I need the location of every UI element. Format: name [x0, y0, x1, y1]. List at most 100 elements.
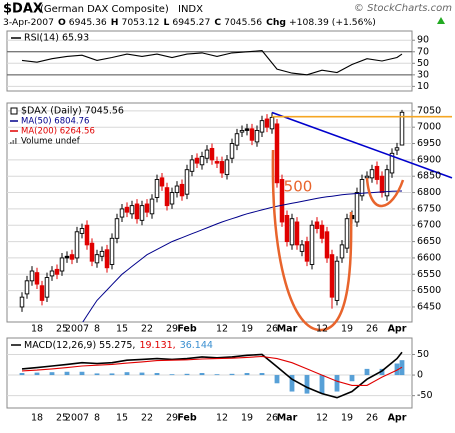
candle-body [359, 179, 365, 197]
candle-body [24, 280, 30, 295]
histogram-bar [244, 373, 250, 376]
x-tick-label: 19 [241, 413, 253, 424]
candle-body [379, 175, 385, 194]
moving-average [82, 190, 403, 322]
histogram-bar [259, 373, 265, 376]
histogram-bar [334, 375, 340, 392]
candle-body [124, 206, 130, 213]
y-tick-label: 6500 [417, 285, 441, 296]
candle-body [54, 268, 60, 275]
x-tick-label: 29 [166, 413, 178, 424]
candle-body [369, 169, 375, 179]
candle-body [189, 159, 195, 172]
credit: © StockCharts.com [354, 3, 452, 14]
histogram-bar [19, 373, 25, 376]
y-tick-label: 6450 [417, 301, 441, 312]
candle-body [354, 192, 360, 223]
x-tick-label: 19 [341, 413, 353, 424]
candle-body [374, 165, 380, 180]
rsi-line [21, 50, 403, 76]
y-tick-label: 7050 [417, 105, 441, 116]
histogram-bar [214, 374, 220, 376]
histogram-bar [379, 368, 385, 376]
y-tick-label: 0 [417, 370, 423, 381]
candle-body [364, 175, 370, 179]
x-tick-label: 12 [316, 413, 328, 424]
quote-label: O [58, 17, 66, 28]
legend-swatch [10, 142, 12, 144]
quote-value: +108.39 (+1.56%) [289, 17, 376, 28]
x-tick-label: 25 [56, 324, 68, 335]
legend-label: $DAX (Daily) 7045.56 [21, 106, 124, 117]
candle-body [174, 185, 180, 194]
candle-body [214, 161, 220, 164]
candle-body [384, 169, 390, 197]
candle-body [239, 130, 245, 133]
candle-body [139, 205, 145, 221]
symbol: $DAX [3, 2, 43, 17]
candle-body [204, 149, 210, 159]
histogram-bar [154, 373, 160, 376]
candle-body [164, 187, 170, 207]
histogram-bar [109, 373, 115, 376]
legend-entry: MACD(12,26,9) 55.275, [24, 340, 135, 351]
candle-body [294, 221, 300, 246]
x-tick-label: 22 [141, 324, 153, 335]
x-tick-label: 26 [366, 324, 378, 335]
candle-body [74, 231, 80, 259]
legend-label: MA(50) 6804.76 [21, 117, 89, 127]
x-tick-label: 8 [94, 413, 100, 424]
candle-body [149, 198, 155, 215]
x-tick-label: Feb [177, 324, 197, 335]
histogram-bar [139, 372, 145, 376]
legend-entry: 36.144 [180, 340, 213, 351]
cup-annotation [271, 149, 405, 332]
candle-body [299, 244, 305, 252]
quote-value: 6945.27 [172, 17, 210, 28]
quote-label: H [111, 17, 119, 28]
candle-body [89, 242, 95, 262]
quote-line: 3-Apr-2007 O 6945.36 H 7053.12 L 6945.27 C 7045.… [3, 17, 376, 28]
trendline [271, 111, 453, 179]
y-tick-label: 6550 [417, 269, 441, 280]
index-name: (German DAX Composite) [40, 4, 169, 15]
x-tick-label: 25 [56, 413, 68, 424]
x-tick-label: 2007 [65, 413, 89, 424]
up-arrow [437, 17, 445, 24]
quote-value: 7045.56 [224, 17, 262, 28]
candle-body [144, 203, 150, 213]
candle-body [329, 254, 335, 298]
candle-body [159, 177, 165, 187]
candle-body [84, 224, 90, 246]
candle-body [19, 296, 25, 308]
quote-value: 6945.36 [69, 17, 107, 28]
candle-body [104, 249, 110, 269]
candle-body [254, 130, 260, 143]
candle-body [344, 218, 350, 249]
candle-body [154, 179, 160, 198]
candle-body [29, 270, 35, 282]
x-tick-label: Mar [277, 413, 298, 424]
candle-body [64, 255, 70, 259]
candle-body [59, 257, 65, 272]
candle-body [319, 224, 325, 239]
y-tick-label: 6600 [417, 252, 441, 263]
y-tick-label: 7000 [417, 122, 441, 133]
candle-body [249, 128, 255, 141]
macd-plot [7, 351, 412, 399]
y-tick-label: 90 [417, 35, 429, 46]
x-tick-label: 2007 [65, 324, 89, 335]
rsi-frame [6, 30, 413, 92]
candle-body [209, 147, 215, 161]
histogram-bar [289, 375, 295, 392]
candle-body [339, 244, 345, 259]
candle-body [399, 111, 405, 146]
quote-label: Chg [266, 17, 286, 28]
candle-body [274, 123, 280, 184]
macd-line [21, 351, 403, 399]
y-tick-label: 50 [417, 58, 429, 69]
x-tick-label: 26 [366, 413, 378, 424]
